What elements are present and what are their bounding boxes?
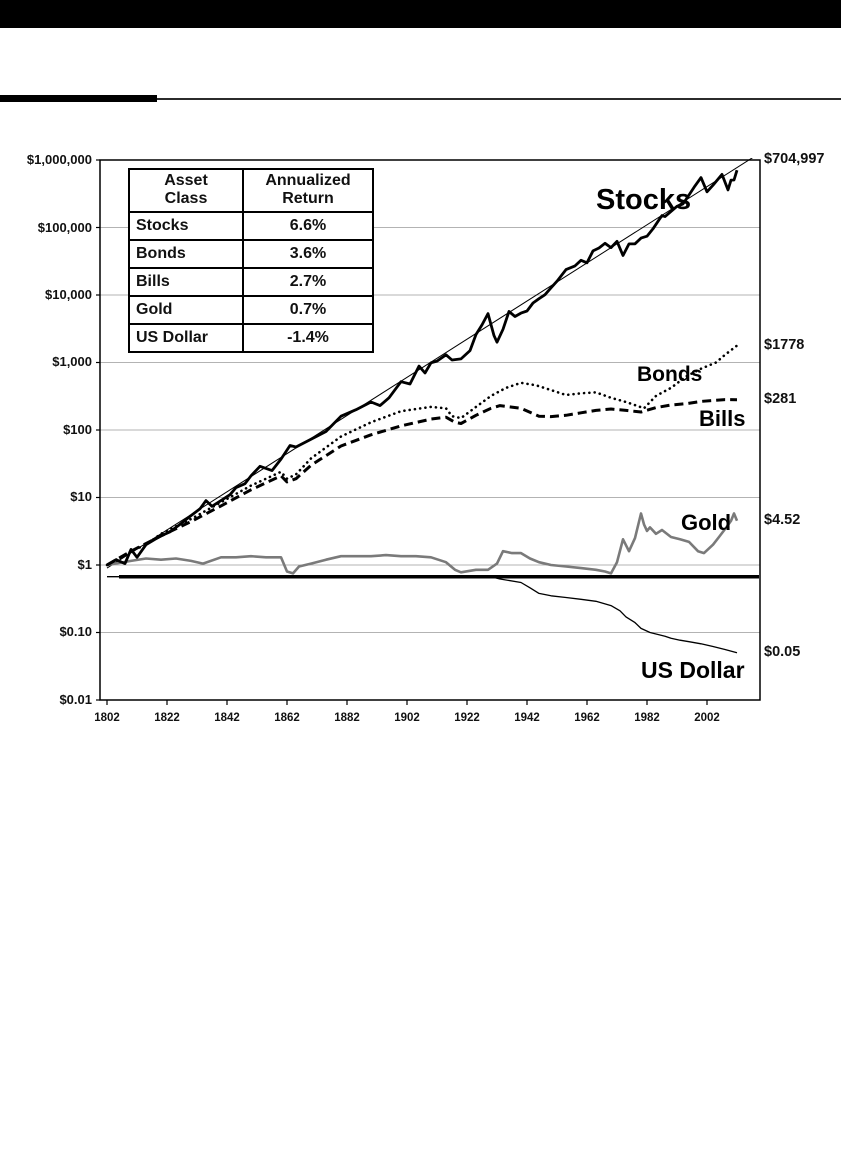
- annualized-return-header-line1: Annualized: [265, 172, 351, 189]
- asset-name: Stocks: [128, 210, 244, 241]
- gold-end-value: $4.52: [764, 512, 801, 528]
- us-dollar-end-value: $0.05: [764, 644, 801, 660]
- x-axis-label: 1962: [574, 712, 600, 724]
- stocks-end-value: $704,997: [764, 151, 825, 167]
- annualized-return-header: Annualized Return: [242, 168, 374, 213]
- series-bills: [106, 398, 738, 567]
- bonds-series-label: Bonds: [637, 363, 703, 386]
- y-axis-label: $0.01: [59, 692, 92, 707]
- x-axis-label: 1942: [514, 712, 540, 724]
- top-black-bar: [0, 0, 841, 28]
- y-axis-label: $10,000: [45, 287, 92, 302]
- table-row: Bills 2.7%: [128, 266, 374, 297]
- x-axis-label: 1822: [154, 712, 180, 724]
- asset-return: 3.6%: [242, 238, 374, 269]
- asset-return: -1.4%: [242, 322, 374, 353]
- bills-series-label: Bills: [699, 406, 746, 431]
- x-axis-label: 1982: [634, 712, 660, 724]
- stocks-trend-line: [106, 158, 753, 569]
- plot-frame: [99, 159, 761, 701]
- table-row: Gold 0.7%: [128, 294, 374, 325]
- annualized-return-header-line2: Return: [282, 190, 334, 208]
- y-axis-label: $100,000: [37, 220, 92, 235]
- asset-return: 6.6%: [242, 210, 374, 241]
- y-axis-label: $1: [77, 557, 92, 572]
- asset-return: 2.7%: [242, 266, 374, 297]
- asset-return: 0.7%: [242, 294, 374, 325]
- header-rule-accent: [0, 95, 157, 102]
- y-axis-label: $100: [63, 422, 92, 437]
- y-axis-label: $0.10: [59, 624, 92, 639]
- asset-return-table: Asset Class Annualized Return Stocks 6.6…: [128, 168, 374, 353]
- asset-name: Bills: [128, 266, 244, 297]
- table-row: Bonds 3.6%: [128, 238, 374, 269]
- gold-series-label: Gold: [681, 510, 732, 535]
- y-axis-label: $10: [70, 489, 92, 504]
- stocks-series-label: Stocks: [596, 184, 692, 216]
- y-axis-label: $1,000,000: [26, 152, 92, 167]
- y-axis-label: $1,000: [52, 354, 92, 369]
- series-stocks: [106, 169, 739, 567]
- table-row: US Dollar -1.4%: [128, 322, 374, 353]
- asset-class-header-line1: Asset: [164, 172, 208, 189]
- x-axis-label: 1862: [274, 712, 300, 724]
- header-rule: [0, 98, 841, 100]
- series-us_dollar: [107, 576, 738, 654]
- bonds-end-value: $1778: [764, 337, 805, 353]
- asset-class-header: Asset Class: [128, 168, 244, 213]
- asset-name: Gold: [128, 294, 244, 325]
- x-axis-label: 1882: [334, 712, 360, 724]
- x-axis-label: 1902: [394, 712, 420, 724]
- us-dollar-series-label: US Dollar: [641, 657, 745, 683]
- x-axis-label: 1802: [94, 712, 120, 724]
- x-axis-label: 1922: [454, 712, 480, 724]
- x-axis-label: 2002: [694, 712, 720, 724]
- asset-class-header-line2: Class: [164, 190, 208, 208]
- bills-end-value: $281: [764, 391, 797, 407]
- series-gold: [106, 512, 739, 575]
- asset-name: Bonds: [128, 238, 244, 269]
- x-axis-label: 1842: [214, 712, 240, 724]
- total-real-return-chart: [96, 158, 761, 705]
- series-bonds: [105, 344, 739, 567]
- table-row: Stocks 6.6%: [128, 210, 374, 241]
- asset-name: US Dollar: [128, 322, 244, 353]
